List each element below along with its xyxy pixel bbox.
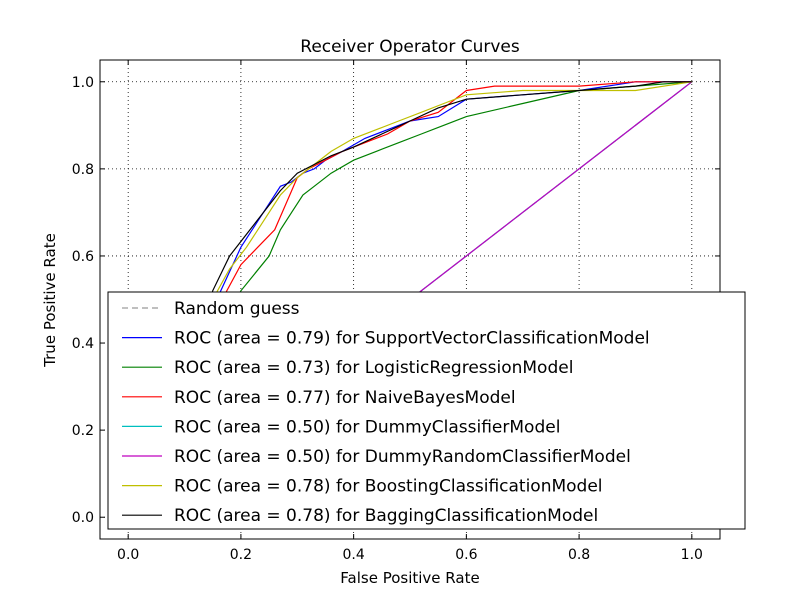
y-tick-label: 0.0	[72, 510, 94, 526]
x-tick-label: 0.4	[343, 547, 365, 563]
legend-label-3: ROC (area = 0.77) for NaiveBayesModel	[174, 388, 516, 408]
legend: Random guess ROC (area = 0.79) for Suppor…	[107, 291, 746, 530]
y-tick-label: 0.4	[72, 336, 94, 352]
y-tick-label: 0.6	[72, 249, 94, 265]
legend-label-1: ROC (area = 0.79) for SupportVectorClass…	[174, 329, 650, 349]
x-tick-label: 0.2	[230, 547, 252, 563]
legend-label-4: ROC (area = 0.50) for DummyClassifierMod…	[174, 417, 560, 437]
legend-label-2: ROC (area = 0.73) for LogisticRegression…	[174, 358, 573, 378]
chart-title: Receiver Operator Curves	[300, 37, 520, 57]
x-tick-label: 0.6	[455, 547, 477, 563]
x-tick-label: 1.0	[681, 547, 703, 563]
series-line-3	[127, 81, 692, 518]
y-tick-label: 1.0	[72, 75, 94, 91]
legend-label-5: ROC (area = 0.50) for DummyRandomClassif…	[174, 447, 631, 467]
series-line-6	[127, 81, 692, 518]
x-tick-label: 0.0	[117, 547, 139, 563]
axis-ticks: 0.0 0.2 0.4 0.6 0.8 1.0 0.0 0.2 0.4 0.6 0.8 1.0	[72, 60, 720, 563]
series-line-7	[127, 81, 692, 518]
y-tick-label: 0.8	[72, 162, 94, 178]
legend-box	[107, 291, 746, 530]
y-axis-label: True Positive Rate	[41, 233, 59, 368]
legend-label-7: ROC (area = 0.78) for BaggingClassificat…	[174, 506, 598, 526]
x-axis-label: False Positive Rate	[340, 569, 479, 587]
x-tick-label: 0.8	[568, 547, 590, 563]
y-tick-label: 0.2	[72, 423, 94, 439]
legend-label-0: Random guess	[174, 299, 300, 319]
legend-label-6: ROC (area = 0.78) for BoostingClassifica…	[174, 477, 603, 497]
